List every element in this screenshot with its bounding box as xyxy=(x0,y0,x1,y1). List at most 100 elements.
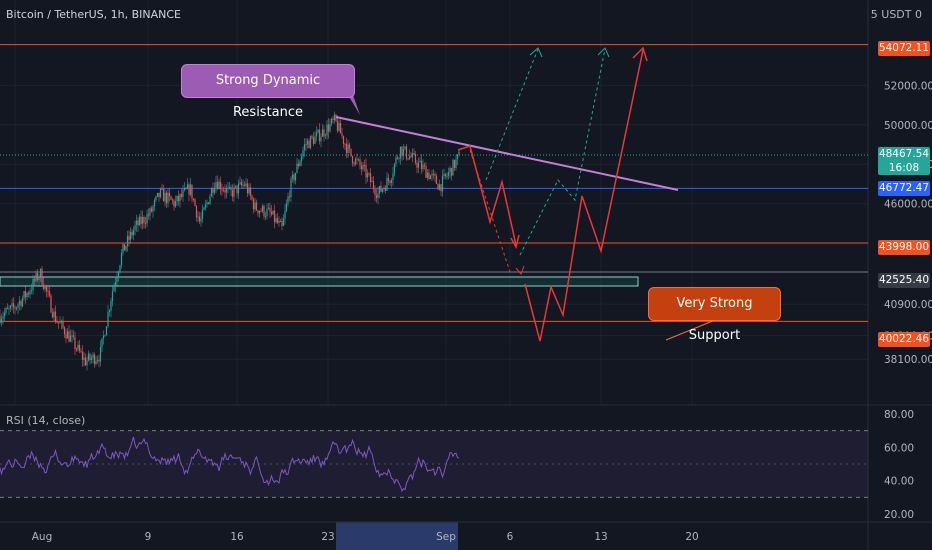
candle-body xyxy=(323,129,325,137)
candle-body xyxy=(428,172,430,180)
candle-body xyxy=(425,165,427,178)
candle-body xyxy=(189,184,192,195)
candle-body xyxy=(149,208,151,216)
candle-body xyxy=(105,326,108,336)
projection-arrowhead-1 xyxy=(510,234,520,250)
candle-body xyxy=(309,136,312,149)
candle-body xyxy=(368,173,370,175)
candle-body xyxy=(257,210,259,214)
resistance-callout[interactable]: Strong Dynamic Resistance xyxy=(181,64,355,120)
candle-body xyxy=(420,160,423,170)
candle-body xyxy=(170,196,172,200)
candle-body xyxy=(179,194,181,202)
candle-body xyxy=(141,217,144,224)
candle-body xyxy=(29,291,31,295)
price-tag-43998: 43998.00 xyxy=(878,240,930,255)
candle-body xyxy=(446,175,448,177)
candle-body xyxy=(401,146,403,156)
candle-body xyxy=(317,129,319,133)
candle-body xyxy=(404,146,406,149)
candle-body xyxy=(197,216,199,218)
candle-body xyxy=(125,246,127,251)
candle-body xyxy=(219,181,222,190)
candle-body xyxy=(75,348,78,350)
candle-body xyxy=(290,178,292,198)
candle-body xyxy=(413,152,415,155)
candle-body xyxy=(225,188,228,193)
candle-body xyxy=(422,165,424,170)
candle-body xyxy=(372,181,375,190)
candle-body xyxy=(230,186,232,191)
candle-body xyxy=(122,244,124,253)
candle-body xyxy=(411,152,414,158)
candle-body xyxy=(6,308,9,310)
candle-body xyxy=(104,335,106,337)
scale-label: 5 USDT 0 xyxy=(870,8,922,21)
time-tick-label: 13 xyxy=(594,531,607,543)
projection-dashed-green-2 xyxy=(519,48,606,256)
candle-body xyxy=(65,334,67,339)
candle-body xyxy=(84,357,87,366)
candle-body xyxy=(0,319,3,323)
candle-body xyxy=(102,335,105,339)
price-tick-label: 50000.00 xyxy=(884,120,932,132)
candle-body xyxy=(95,360,97,365)
horizontal-levels xyxy=(0,44,868,322)
candle-body xyxy=(269,207,271,212)
candle-body xyxy=(108,310,111,312)
candle-body xyxy=(245,183,247,186)
candle-body xyxy=(47,290,49,292)
candle-body xyxy=(152,206,154,212)
candle-body xyxy=(21,298,24,307)
candle-body xyxy=(186,184,189,190)
candle-body xyxy=(419,160,421,163)
candle-body xyxy=(173,200,175,207)
candle-body xyxy=(320,136,322,142)
candle-body xyxy=(167,192,169,204)
candle-body xyxy=(221,189,223,191)
candle-body xyxy=(399,146,402,159)
projection-arrowhead-3 xyxy=(632,46,648,62)
candle-body xyxy=(138,216,141,226)
candle-body xyxy=(89,353,91,360)
price-tag-46772: 46772.47 xyxy=(878,181,930,196)
candle-body xyxy=(251,195,253,200)
candle-body xyxy=(390,179,393,184)
candle-body xyxy=(329,123,331,132)
candle-body xyxy=(30,290,33,292)
candle-body xyxy=(62,320,64,328)
candle-body xyxy=(252,199,255,210)
candle-body xyxy=(279,220,282,222)
candle-body xyxy=(272,210,274,215)
support-callout[interactable]: Very Strong Support xyxy=(648,287,781,343)
candle-body xyxy=(12,303,15,308)
candle-body xyxy=(204,204,207,208)
candle-body xyxy=(15,307,18,309)
candle-body xyxy=(324,135,327,137)
candle-body xyxy=(86,360,88,366)
candle-body xyxy=(8,308,10,310)
candle-body xyxy=(9,305,12,309)
candle-body xyxy=(36,273,39,281)
candle-body xyxy=(39,268,42,277)
candle-body xyxy=(192,199,195,201)
candle-body xyxy=(371,181,373,183)
candle-body xyxy=(348,144,351,149)
candle-body xyxy=(200,218,202,222)
candle-body xyxy=(429,175,432,180)
candle-body xyxy=(74,336,76,349)
candle-body xyxy=(258,211,261,214)
candle-body xyxy=(417,162,420,168)
candle-body xyxy=(134,224,136,231)
candle-body xyxy=(80,350,82,352)
candle-body xyxy=(381,189,384,192)
candle-body xyxy=(362,164,364,170)
candle-body xyxy=(203,207,205,210)
candle-body xyxy=(113,285,115,292)
candle-body xyxy=(255,202,258,211)
candle-body xyxy=(338,122,340,131)
candle-body xyxy=(63,327,66,335)
candle-body xyxy=(369,173,372,183)
candle-body xyxy=(278,220,280,223)
